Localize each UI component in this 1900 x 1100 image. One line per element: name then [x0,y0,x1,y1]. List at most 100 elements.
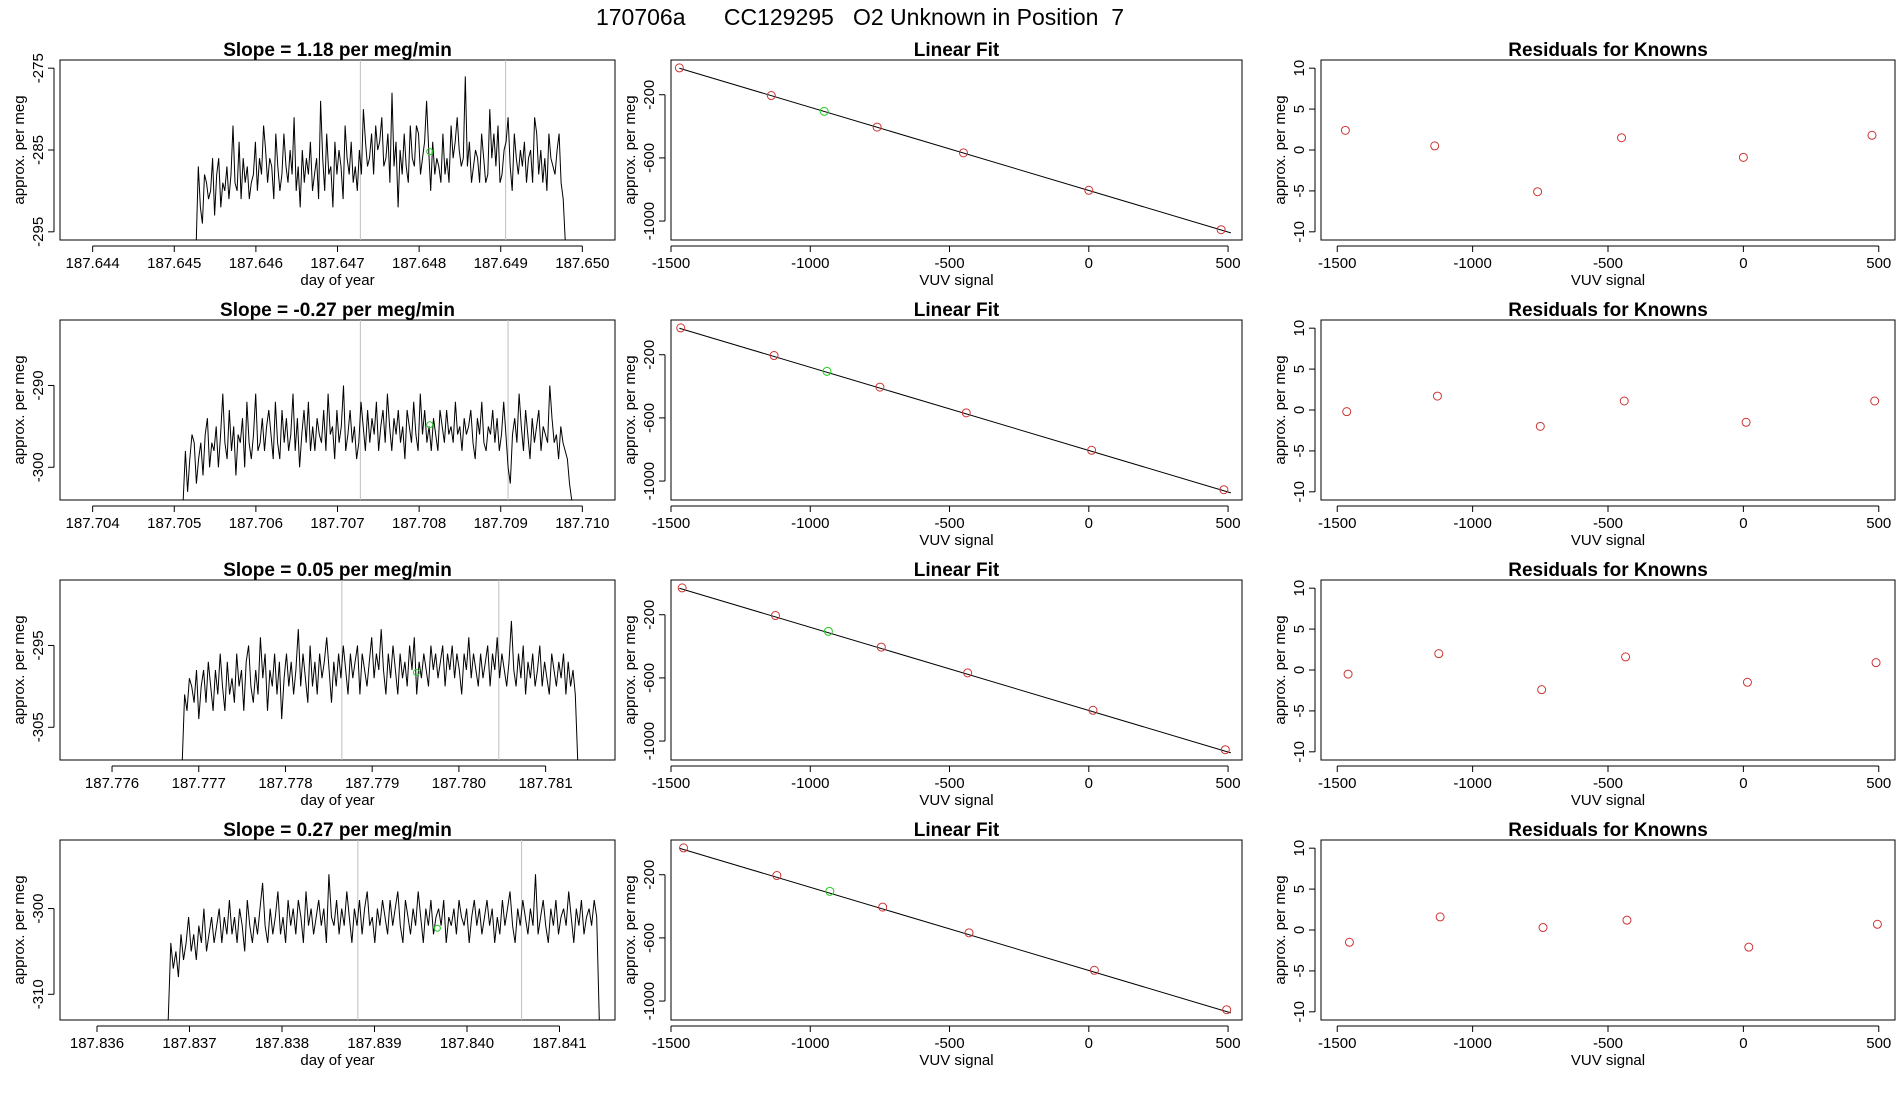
linear-fit-r2-x-tick-label: 500 [1216,515,1241,532]
residuals-r2-y-tick-label: 0 [1291,406,1308,414]
residuals-r4-x-tick-label: 500 [1866,1035,1891,1052]
time-series-r4-unknown-marker [433,924,441,932]
residuals-r4-residual-point [1622,915,1632,925]
time-series-r3-x-axis: 187.776 187.777 187.778 187.779 187.780 187.7… [85,765,573,792]
linear-fit-r4-x-tick-label: -500 [935,1035,965,1052]
linear-fit-r4-y-tick-label: -200 [641,860,658,890]
residuals-r4-x-label: VUV signal [1571,1052,1645,1069]
time-series-r1-title: Slope = 1.18 per meg/min [223,40,452,61]
linear-fit-r3-x-tick-label: 0 [1085,775,1093,792]
panel-linear-fit-row-1: Linear Fit -1500 -1000 -500 0 500 VUV signal -2… [622,40,1243,289]
linear-fit-r1-point [766,91,776,101]
time-series-r2-y-axis: -290 -300 [30,370,55,482]
time-series-r3-plot-area [181,580,579,760]
residuals-r4-y-axis: 10 5 0 -5 -10 [1291,840,1316,1023]
residuals-r2-plot-area [1342,391,1880,431]
residuals-r2-residual-point [1619,396,1629,406]
linear-fit-r3-point [1220,745,1230,755]
time-series-r3-x-tick-label: 187.777 [172,775,226,792]
linear-fit-r2-point [961,408,971,418]
residuals-r2-y-axis: 10 5 0 -5 -10 [1291,320,1316,503]
residuals-r2-x-tick-label: -1000 [1453,515,1491,532]
residuals-r2-title: Residuals for Knowns [1508,300,1708,321]
linear-fit-r3-y-tick-label: -1000 [641,722,658,760]
residuals-r4-residual-point [1344,937,1354,947]
linear-fit-r4-y-label: approx. per meg [622,875,639,984]
time-series-r1-series-line [195,76,566,240]
linear-fit-r3-y-axis: -200 -600 -1000 [641,600,666,760]
linear-fit-r4-title: Linear Fit [914,820,1000,841]
time-series-r2-title: Slope = -0.27 per meg/min [220,300,455,321]
residuals-r1-residual-point [1867,130,1877,140]
linear-fit-r2-x-tick-label: 0 [1085,515,1093,532]
residuals-r2-frame [1320,319,1896,501]
residuals-r4-y-label: approx. per meg [1272,875,1289,984]
residuals-r2-y-label: approx. per meg [1272,355,1289,464]
residuals-r4-y-tick-label: 5 [1291,885,1308,893]
time-series-r3-unknown-marker [412,668,420,676]
time-series-r4-x-tick-label: 187.838 [255,1035,309,1052]
linear-fit-r4-x-tick-label: -1000 [791,1035,829,1052]
residuals-r1-x-tick-label: 0 [1739,255,1747,272]
residuals-r3-y-tick-label: 5 [1291,625,1308,633]
linear-fit-r3-x-tick-label: 500 [1216,775,1241,792]
residuals-r2-residual-point [1432,391,1442,401]
linear-fit-r2-point [676,323,686,333]
residuals-r1-x-tick-label: -500 [1593,255,1623,272]
time-series-r4-y-tick-label: -310 [30,979,47,1009]
residuals-r3-y-tick-label: -10 [1291,741,1308,763]
residuals-r2-y-tick-label: 5 [1291,365,1308,373]
time-series-r1-unknown-marker [426,148,434,156]
time-series-r4-x-tick-label: 187.840 [440,1035,494,1052]
residuals-r4-residual-point [1435,912,1445,922]
residuals-r4-x-tick-label: 0 [1739,1035,1747,1052]
linear-fit-r1-fit-line [679,67,1232,234]
residuals-r2-y-tick-label: -5 [1291,444,1308,457]
residuals-r4-title: Residuals for Knowns [1508,820,1708,841]
residuals-r1-residual-point [1617,133,1627,143]
linear-fit-r2-point [769,351,779,361]
residuals-r2-x-tick-label: 0 [1739,515,1747,532]
time-series-r4-title: Slope = 0.27 per meg/min [223,820,452,841]
residuals-r2-y-tick-label: 10 [1291,320,1308,337]
time-series-r1-x-tick-label: 187.649 [474,255,528,272]
time-series-r2-x-tick-label: 187.709 [474,515,528,532]
time-series-r1-x-tick-label: 187.650 [555,255,609,272]
residuals-r4-frame [1320,839,1896,1021]
linear-fit-r1-point [958,148,968,158]
residuals-r1-y-tick-label: 10 [1291,60,1308,77]
linear-fit-r4-x-tick-label: 500 [1216,1035,1241,1052]
linear-fit-r1-point [1216,225,1226,235]
residuals-r3-residual-point [1871,658,1881,668]
time-series-r4-x-axis: 187.836 187.837 187.838 187.839 187.840 187.8… [70,1025,587,1052]
time-series-r3-x-label: day of year [300,792,374,809]
time-series-r1-plot-area [195,60,566,240]
linear-fit-r4-x-tick-label: -1500 [652,1035,690,1052]
linear-fit-r4-y-axis: -200 -600 -1000 [641,860,666,1020]
residuals-r3-y-tick-label: -5 [1291,704,1308,717]
residuals-r3-residual-point [1537,685,1547,695]
linear-fit-r1-y-tick-label: -1000 [641,202,658,240]
linear-fit-r1-x-label: VUV signal [919,272,993,289]
time-series-r4-x-tick-label: 187.836 [70,1035,124,1052]
time-series-r4-y-tick-label: -300 [30,894,47,924]
residuals-r3-x-tick-label: 500 [1866,775,1891,792]
residuals-r1-x-tick-label: -1500 [1318,255,1356,272]
time-series-r1-x-tick-label: 187.647 [310,255,364,272]
linear-fit-r3-point [1088,705,1098,715]
linear-fit-r4-x-axis: -1500 -1000 -500 0 500 [652,1025,1241,1052]
linear-fit-r3-y-tick-label: -600 [641,663,658,693]
linear-fit-r2-plot-area [676,323,1232,495]
linear-fit-r4-point [1089,965,1099,975]
time-series-r3-y-tick-label: -305 [30,712,47,742]
time-series-r1-y-tick-label: -295 [30,217,47,247]
linear-fit-r3-x-axis: -1500 -1000 -500 0 500 [652,765,1241,792]
linear-fit-r3-unknown-point [823,626,833,636]
time-series-r3-x-tick-label: 187.776 [85,775,139,792]
linear-fit-r2-point [875,382,885,392]
time-series-r2-y-label: approx. per meg [11,355,28,464]
linear-fit-r2-y-axis: -200 -600 -1000 [641,340,666,500]
time-series-r1-x-tick-label: 187.646 [229,255,283,272]
